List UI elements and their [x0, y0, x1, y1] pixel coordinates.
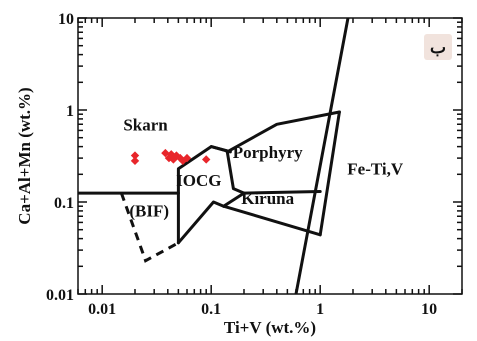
data-point-diamond	[130, 151, 140, 160]
region-label: Skarn	[123, 115, 168, 134]
y-tick-label: 0.01	[46, 287, 74, 304]
field-boundary-line	[176, 200, 226, 245]
field-boundaries	[78, 18, 350, 294]
x-axis-title: Ti+V (wt.%)	[224, 318, 316, 337]
field-boundary-line	[318, 110, 341, 237]
y-tick-label: 0.1	[54, 195, 74, 212]
bif-dashed-boundary	[119, 192, 180, 263]
data-point-diamond	[201, 155, 211, 164]
axis-ticks: 0.01 0.1 1 10 0.01 0.1 1 10	[46, 11, 463, 318]
region-label: Fe-Ti,V	[347, 159, 404, 178]
corner-mark-text: ب	[430, 38, 446, 57]
x-tick-label: 1	[316, 301, 324, 318]
region-label: Kiruna	[241, 189, 294, 208]
x-tick-label: 0.1	[201, 301, 221, 318]
field-boundary-line	[209, 145, 232, 154]
field-boundary-line	[222, 204, 322, 237]
plot-frame	[77, 17, 463, 295]
sample-points	[130, 148, 211, 166]
y-tick-label: 1	[66, 103, 74, 120]
y-axis-title: Ca+Al+Mn (wt.%)	[15, 87, 34, 224]
region-labels: Skarn (BIF) IOCG Porphyry Kiruna Fe-Ti,V	[123, 115, 404, 220]
x-tick-label: 0.01	[88, 301, 116, 318]
field-boundary-line	[294, 18, 350, 294]
region-label: Porphyry	[233, 143, 303, 162]
data-point-diamond	[182, 153, 192, 163]
x-tick-label: 10	[421, 301, 437, 318]
region-label: (BIF)	[129, 201, 169, 220]
corner-mark-box	[424, 34, 452, 60]
corner-mark: ب	[424, 34, 452, 60]
data-point-diamond	[161, 148, 170, 158]
field-boundary-line	[222, 191, 246, 208]
field-boundary-line	[225, 110, 341, 154]
data-point-diamond	[130, 156, 140, 166]
y-tick-label: 10	[58, 11, 74, 28]
region-label: IOCG	[176, 171, 221, 190]
